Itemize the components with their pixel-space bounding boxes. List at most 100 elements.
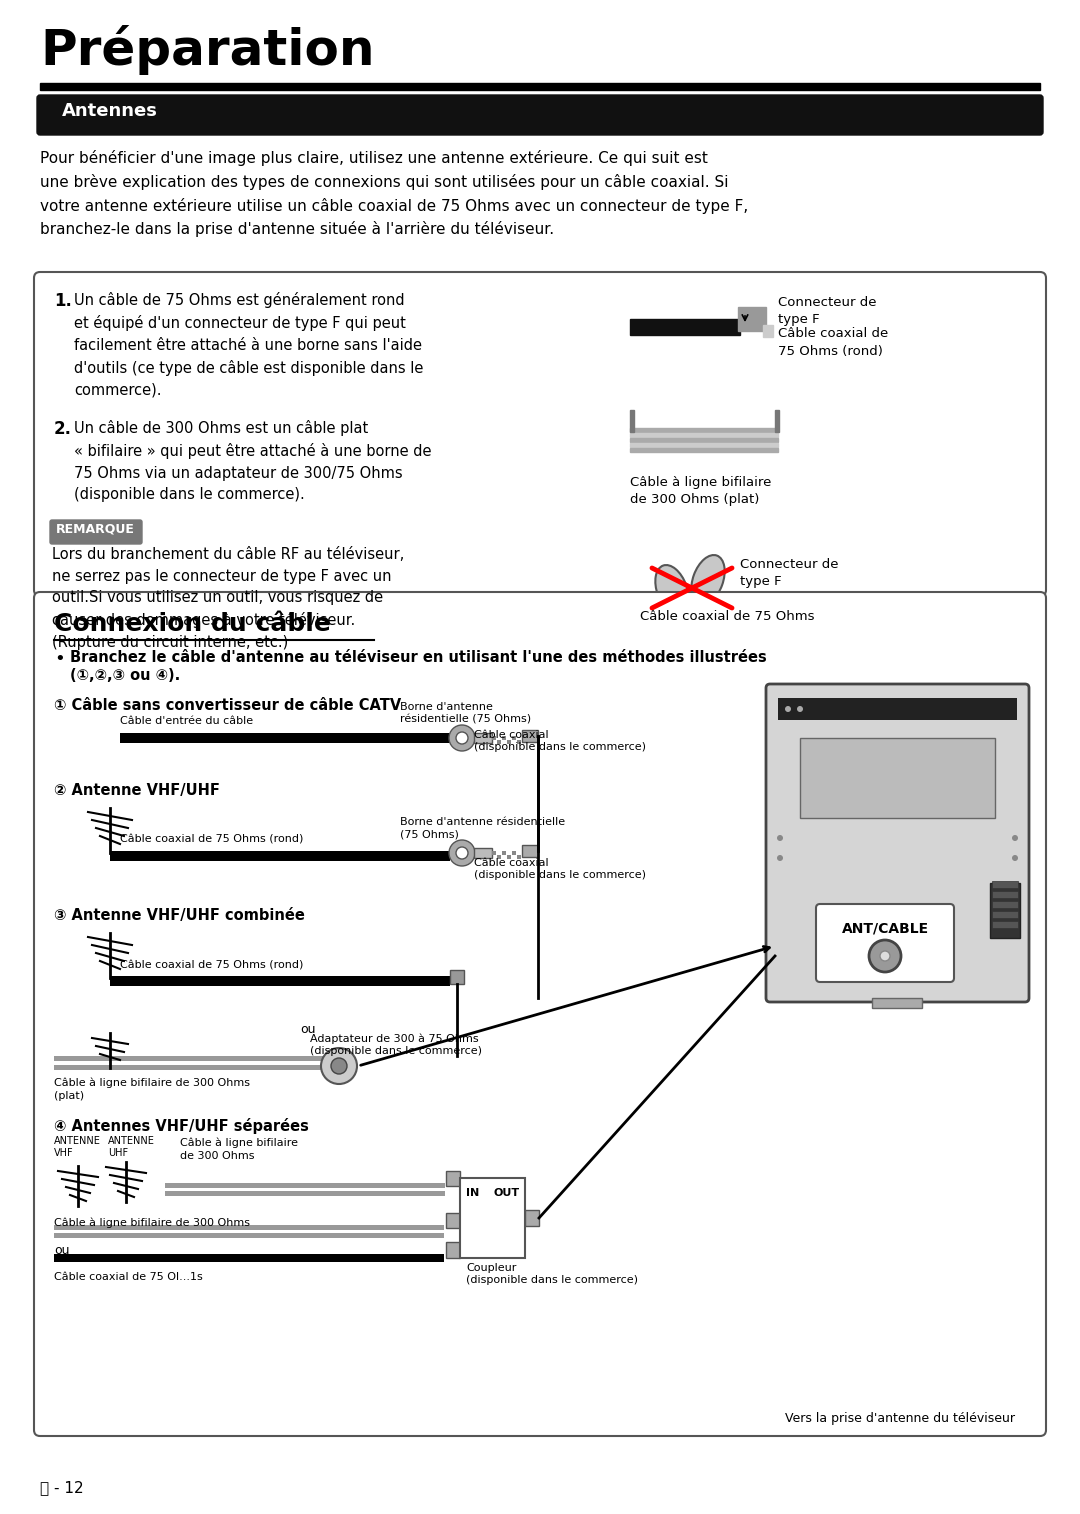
Bar xyxy=(450,970,464,984)
Bar xyxy=(507,855,511,858)
Bar xyxy=(630,433,778,438)
Text: Câble à ligne bifilaire de 300 Ohms: Câble à ligne bifilaire de 300 Ohms xyxy=(54,1217,249,1228)
Text: Borne d'antenne
résidentielle (75 Ohms): Borne d'antenne résidentielle (75 Ohms) xyxy=(400,702,531,724)
Text: Pour bénéficier d'une image plus claire, utilisez une antenne extérieure. Ce qui: Pour bénéficier d'une image plus claire,… xyxy=(40,150,748,238)
Bar xyxy=(460,1178,525,1258)
Bar xyxy=(512,851,516,855)
Text: ④ Antennes VHF/UHF séparées: ④ Antennes VHF/UHF séparées xyxy=(54,1117,309,1134)
Bar xyxy=(497,740,501,743)
Text: Câble coaxial de 75 Ohms (rond): Câble coaxial de 75 Ohms (rond) xyxy=(120,960,303,970)
Circle shape xyxy=(456,731,468,743)
Text: Câble coaxial
(disponible dans le commerce): Câble coaxial (disponible dans le commer… xyxy=(474,858,646,881)
Bar xyxy=(165,1192,445,1196)
Text: REMARQUE: REMARQUE xyxy=(56,522,135,534)
Bar xyxy=(762,326,773,338)
Bar xyxy=(507,740,511,743)
Text: Ⓕ - 12: Ⓕ - 12 xyxy=(40,1481,83,1494)
Bar xyxy=(474,733,492,743)
Text: Câble coaxial de 75 Ohms (rond): Câble coaxial de 75 Ohms (rond) xyxy=(120,836,303,845)
Circle shape xyxy=(449,725,475,751)
Text: IN: IN xyxy=(465,1188,480,1198)
Bar xyxy=(54,1064,324,1070)
Bar xyxy=(522,845,538,857)
Text: Câble à ligne bifilaire
de 300 Ohms: Câble à ligne bifilaire de 300 Ohms xyxy=(180,1139,298,1161)
Bar xyxy=(522,730,538,742)
Circle shape xyxy=(449,840,475,866)
FancyBboxPatch shape xyxy=(816,904,954,983)
Text: 2.: 2. xyxy=(54,419,72,438)
Bar xyxy=(165,1182,445,1188)
Bar xyxy=(492,851,496,855)
Bar xyxy=(993,911,1018,917)
Circle shape xyxy=(880,951,890,961)
Bar xyxy=(512,736,516,740)
Bar xyxy=(54,1254,444,1263)
Bar xyxy=(502,851,507,855)
Bar xyxy=(990,883,1020,939)
FancyBboxPatch shape xyxy=(37,95,1043,135)
Bar xyxy=(54,1055,324,1061)
Circle shape xyxy=(869,940,901,972)
Text: Connecteur de
type F: Connecteur de type F xyxy=(740,559,838,589)
Text: Antennes: Antennes xyxy=(62,101,158,120)
Text: Câble à ligne bifilaire
de 300 Ohms (plat): Câble à ligne bifilaire de 300 Ohms (pla… xyxy=(630,475,771,507)
Bar xyxy=(775,410,779,431)
Bar xyxy=(446,1213,460,1228)
Ellipse shape xyxy=(691,556,725,606)
Text: Câble d'entrée du câble: Câble d'entrée du câble xyxy=(120,716,253,727)
Text: Branchez le câble d'antenne au téléviseur en utilisant l'une des méthodes illust: Branchez le câble d'antenne au téléviseu… xyxy=(70,650,767,665)
Circle shape xyxy=(321,1048,357,1084)
Text: ③ Antenne VHF/UHF combinée: ③ Antenne VHF/UHF combinée xyxy=(54,908,305,924)
Text: Adaptateur de 300 à 75 Ohms
(disponible dans le commerce): Adaptateur de 300 à 75 Ohms (disponible … xyxy=(310,1033,482,1055)
Bar xyxy=(446,1170,460,1185)
Bar xyxy=(630,428,778,431)
Bar xyxy=(517,855,521,858)
Bar xyxy=(492,736,496,740)
Bar xyxy=(993,881,1018,889)
Bar xyxy=(993,892,1018,898)
Bar xyxy=(778,698,1017,721)
Text: Connecteur de
type F: Connecteur de type F xyxy=(778,297,877,327)
Bar xyxy=(54,1232,444,1238)
FancyBboxPatch shape xyxy=(766,684,1029,1002)
Bar xyxy=(517,740,521,743)
FancyBboxPatch shape xyxy=(50,519,141,544)
Text: Câble coaxial
(disponible dans le commerce): Câble coaxial (disponible dans le commer… xyxy=(474,730,646,752)
Bar xyxy=(474,848,492,858)
Bar xyxy=(525,1210,539,1226)
Text: Vers la prise d'antenne du téléviseur: Vers la prise d'antenne du téléviseur xyxy=(785,1413,1015,1425)
Text: ANT/CABLE: ANT/CABLE xyxy=(841,922,929,936)
Text: Lors du branchement du câble RF au téléviseur,
ne serrez pas le connecteur de ty: Lors du branchement du câble RF au télév… xyxy=(52,547,404,650)
Circle shape xyxy=(330,1058,347,1073)
Bar xyxy=(446,1241,460,1258)
Text: Un câble de 300 Ohms est un câble plat
« bifilaire » qui peut être attaché à une: Un câble de 300 Ohms est un câble plat «… xyxy=(75,419,432,503)
Text: OUT: OUT xyxy=(494,1188,521,1198)
Text: ANTENNE
VHF: ANTENNE VHF xyxy=(54,1136,100,1158)
Bar xyxy=(497,855,501,858)
Bar xyxy=(993,901,1018,908)
Bar xyxy=(800,737,995,818)
Circle shape xyxy=(1012,836,1018,840)
Bar xyxy=(630,448,778,453)
Text: ou: ou xyxy=(300,1023,315,1036)
Bar xyxy=(120,733,450,743)
Circle shape xyxy=(777,836,783,840)
Bar xyxy=(738,307,766,332)
Bar xyxy=(110,977,450,986)
Text: Connexion du câble: Connexion du câble xyxy=(54,612,330,636)
Bar xyxy=(630,410,634,431)
Bar xyxy=(630,444,778,447)
Text: Préparation: Préparation xyxy=(40,26,375,76)
Text: •: • xyxy=(54,650,65,668)
Bar xyxy=(110,851,450,861)
Bar xyxy=(993,921,1018,928)
Text: Câble coaxial de 75 Ol...1s: Câble coaxial de 75 Ol...1s xyxy=(54,1272,203,1282)
Text: ou: ou xyxy=(54,1245,69,1257)
Bar xyxy=(502,736,507,740)
Bar xyxy=(40,83,1040,89)
Circle shape xyxy=(777,855,783,861)
Text: ANTENNE
UHF: ANTENNE UHF xyxy=(108,1136,154,1158)
Bar xyxy=(54,1225,444,1229)
Text: ② Antenne VHF/UHF: ② Antenne VHF/UHF xyxy=(54,783,220,798)
Circle shape xyxy=(797,706,804,712)
